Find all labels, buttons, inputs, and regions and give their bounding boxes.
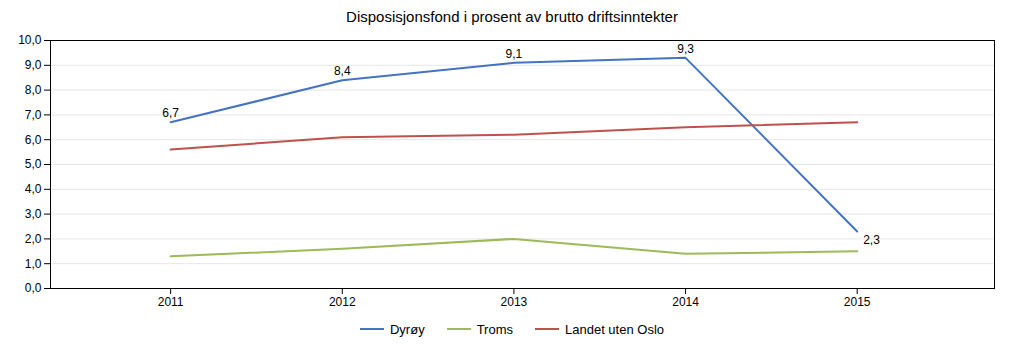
html-text:Disposisjonsfond i prosent av: Disposisjonsfond i prosent av brutto dri… [346, 8, 678, 25]
svg-text:9,0: 9,0 [25, 58, 42, 72]
svg-text:3,0: 3,0 [25, 207, 42, 221]
svg-text:5,0: 5,0 [25, 157, 42, 171]
svg-text:4,0: 4,0 [25, 182, 42, 196]
svg-text:8,0: 8,0 [25, 83, 42, 97]
svg-text:1,0: 1,0 [25, 257, 42, 271]
svg-text:2012: 2012 [329, 295, 356, 309]
svg-text:2015: 2015 [844, 295, 871, 309]
svg-text:2,0: 2,0 [25, 232, 42, 246]
svg-text:9,3: 9,3 [677, 42, 694, 56]
svg-text:0,0: 0,0 [25, 281, 42, 295]
svg-text:7,0: 7,0 [25, 108, 42, 122]
svg-text:9,1: 9,1 [506, 47, 523, 61]
html-text:Dyrøy: Dyrøy [390, 321, 425, 337]
svg-text:2011: 2011 [158, 295, 184, 309]
svg-text:10,0: 10,0 [18, 33, 42, 47]
svg-text:2013: 2013 [501, 295, 528, 309]
svg-text:6,0: 6,0 [25, 133, 42, 147]
html-text:Troms: Troms [476, 321, 513, 337]
svg-text:2014: 2014 [672, 295, 699, 309]
svg-text:6,7: 6,7 [162, 106, 179, 120]
html-text:Landet uten Oslo: Landet uten Oslo [565, 321, 664, 337]
svg-text:8,4: 8,4 [334, 64, 351, 78]
svg-text:2,3: 2,3 [863, 233, 880, 247]
